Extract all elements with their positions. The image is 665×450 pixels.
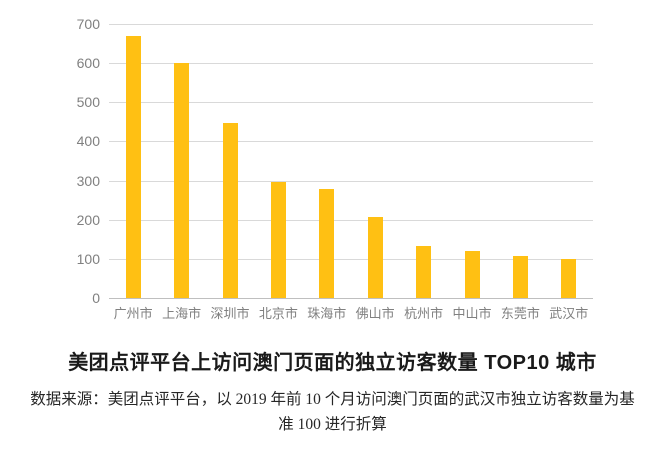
y-tick-label-300: 300 <box>76 172 100 189</box>
x-tick-label-深圳市: 深圳市 <box>210 306 250 321</box>
x-tick-label-广州市: 广州市 <box>113 306 153 321</box>
y-tick-label-200: 200 <box>76 211 100 228</box>
x-tick-label-珠海市: 珠海市 <box>307 306 347 321</box>
bar-杭州市 <box>416 245 432 298</box>
x-tick-label-中山市: 中山市 <box>452 306 492 321</box>
y-tick-label-700: 700 <box>76 16 100 32</box>
bar-北京市 <box>270 181 286 298</box>
bar-东莞市 <box>512 255 528 298</box>
y-tick-label-100: 100 <box>76 250 100 267</box>
source-note-line1: 数据来源：美团点评平台，以 2019 年前 10 个月访问澳门页面的武汉市独立访… <box>30 391 635 408</box>
y-tick-label-600: 600 <box>76 55 100 72</box>
gridline-600 <box>109 63 593 65</box>
gridline-400 <box>109 141 593 143</box>
bar-chart-plot-area <box>109 24 593 299</box>
chart-title: 美团点评平台上访问澳门页面的独立访客数量 TOP10 城市 <box>68 352 597 374</box>
gridline-500 <box>109 102 593 104</box>
bar-武汉市 <box>561 258 577 298</box>
x-tick-label-北京市: 北京市 <box>258 306 298 321</box>
x-tick-label-武汉市: 武汉市 <box>549 306 589 321</box>
y-tick-label-0: 0 <box>92 290 100 306</box>
bar-广州市 <box>125 35 141 298</box>
bar-中山市 <box>464 251 480 298</box>
gridline-0 <box>109 298 593 299</box>
gridline-200 <box>109 219 593 221</box>
bar-佛山市 <box>367 217 383 298</box>
x-axis-labels: 广州市 上海市 深圳市 北京市 珠海市 佛山市 杭州市 中山市 东莞市 武汉市 <box>109 303 593 321</box>
y-tick-label-400: 400 <box>76 133 100 150</box>
source-note: 数据来源：美团点评平台，以 2019 年前 10 个月访问澳门页面的武汉市独立访… <box>0 387 665 437</box>
x-tick-label-杭州市: 杭州市 <box>404 306 444 321</box>
y-tick-label-500: 500 <box>76 94 100 111</box>
bar-深圳市 <box>222 122 238 298</box>
gridline-300 <box>109 180 593 182</box>
bar-上海市 <box>174 63 190 298</box>
x-tick-label-佛山市: 佛山市 <box>355 306 395 321</box>
gridline-100 <box>109 258 593 260</box>
bar-珠海市 <box>319 189 335 298</box>
gridline-700 <box>109 24 593 25</box>
x-tick-label-东莞市: 东莞市 <box>500 306 540 321</box>
x-tick-label-上海市: 上海市 <box>162 306 202 321</box>
source-note-line2: 准 100 进行折算 <box>278 416 387 433</box>
